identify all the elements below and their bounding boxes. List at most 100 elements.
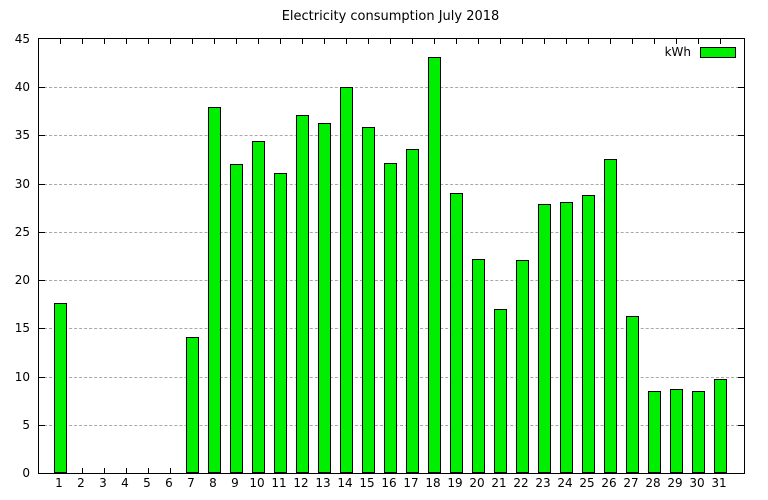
y-axis-label-15: 15 (14, 321, 30, 335)
x-axis-label-25: 25 (579, 476, 595, 490)
bar-day-27 (626, 316, 639, 473)
x-axis-label-9: 9 (231, 476, 239, 490)
x-tick-top-4 (126, 39, 127, 44)
y-axis-label-40: 40 (14, 80, 30, 94)
bar-day-30 (692, 391, 705, 473)
x-axis-label-15: 15 (359, 476, 375, 490)
bar-day-25 (582, 195, 595, 473)
bar-day-19 (450, 193, 463, 473)
x-tick-top-23 (544, 39, 545, 44)
bar-day-9 (230, 164, 243, 473)
x-tick-top-24 (566, 39, 567, 44)
x-axis-label-24: 24 (557, 476, 573, 490)
x-tick-top-26 (610, 39, 611, 44)
x-tick-top-21 (500, 39, 501, 44)
bar-day-26 (604, 159, 617, 473)
y-tick-right-20 (738, 280, 744, 281)
x-axis-label-3: 3 (99, 476, 107, 490)
x-axis-label-22: 22 (513, 476, 529, 490)
x-axis-label-18: 18 (425, 476, 441, 490)
y-axis-label-25: 25 (14, 225, 30, 239)
bar-day-18 (428, 57, 441, 473)
x-axis-label-29: 29 (667, 476, 683, 490)
x-axis-label-23: 23 (535, 476, 551, 490)
x-axis-label-11: 11 (271, 476, 287, 490)
y-tick-right-35 (738, 135, 744, 136)
y-tick-left-5 (39, 425, 45, 426)
bar-day-11 (274, 173, 287, 473)
x-tick-top-7 (192, 39, 193, 44)
bar-day-23 (538, 204, 551, 473)
x-tick-bottom-4 (126, 468, 127, 473)
x-axis-label-30: 30 (689, 476, 705, 490)
x-axis-label-1: 1 (55, 476, 63, 490)
bar-day-22 (516, 260, 529, 473)
gridline-40 (39, 87, 744, 88)
y-tick-left-25 (39, 232, 45, 233)
bar-day-14 (340, 87, 353, 473)
x-tick-top-18 (434, 39, 435, 44)
x-tick-bottom-3 (104, 468, 105, 473)
x-tick-top-27 (632, 39, 633, 44)
bar-day-8 (208, 107, 221, 473)
y-axis-label-0: 0 (22, 466, 30, 480)
legend-swatch (700, 46, 736, 58)
x-axis-label-31: 31 (711, 476, 727, 490)
x-axis-label-7: 7 (187, 476, 195, 490)
y-axis-label-30: 30 (14, 177, 30, 191)
x-tick-top-19 (456, 39, 457, 44)
y-tick-left-30 (39, 184, 45, 185)
x-tick-top-29 (676, 39, 677, 44)
y-tick-left-15 (39, 328, 45, 329)
bar-day-13 (318, 123, 331, 473)
y-tick-left-35 (39, 135, 45, 136)
plot-area: kWh (38, 38, 745, 474)
y-tick-left-40 (39, 87, 45, 88)
x-axis-label-4: 4 (121, 476, 129, 490)
x-tick-top-5 (148, 39, 149, 44)
x-axis-label-27: 27 (623, 476, 639, 490)
y-tick-right-30 (738, 184, 744, 185)
bar-day-24 (560, 202, 573, 473)
x-tick-top-20 (478, 39, 479, 44)
x-tick-top-10 (258, 39, 259, 44)
x-axis-label-12: 12 (293, 476, 309, 490)
bar-day-31 (714, 379, 727, 473)
gridline-35 (39, 135, 744, 136)
x-tick-bottom-6 (170, 468, 171, 473)
bar-day-20 (472, 259, 485, 473)
x-tick-top-31 (720, 39, 721, 44)
x-axis-label-17: 17 (403, 476, 419, 490)
x-axis-label-19: 19 (447, 476, 463, 490)
x-axis-label-13: 13 (315, 476, 331, 490)
x-tick-top-28 (654, 39, 655, 44)
x-axis-label-20: 20 (469, 476, 485, 490)
x-tick-top-6 (170, 39, 171, 44)
bar-day-28 (648, 391, 661, 473)
x-axis-label-2: 2 (77, 476, 85, 490)
x-axis-label-10: 10 (249, 476, 265, 490)
x-tick-top-11 (280, 39, 281, 44)
y-axis-label-45: 45 (14, 32, 30, 46)
x-axis-label-8: 8 (209, 476, 217, 490)
x-tick-top-2 (82, 39, 83, 44)
bar-day-15 (362, 127, 375, 473)
x-axis-label-16: 16 (381, 476, 397, 490)
x-tick-top-12 (302, 39, 303, 44)
bar-day-29 (670, 389, 683, 473)
x-axis-label-21: 21 (491, 476, 507, 490)
y-tick-right-40 (738, 87, 744, 88)
x-tick-top-17 (412, 39, 413, 44)
x-tick-top-9 (236, 39, 237, 44)
x-tick-top-16 (390, 39, 391, 44)
x-tick-bottom-5 (148, 468, 149, 473)
legend: kWh (665, 45, 736, 59)
x-axis-label-6: 6 (165, 476, 173, 490)
y-axis-label-35: 35 (14, 128, 30, 142)
bar-day-16 (384, 163, 397, 473)
y-tick-left-20 (39, 280, 45, 281)
x-axis-label-5: 5 (143, 476, 151, 490)
bar-day-17 (406, 149, 419, 473)
x-axis-label-26: 26 (601, 476, 617, 490)
